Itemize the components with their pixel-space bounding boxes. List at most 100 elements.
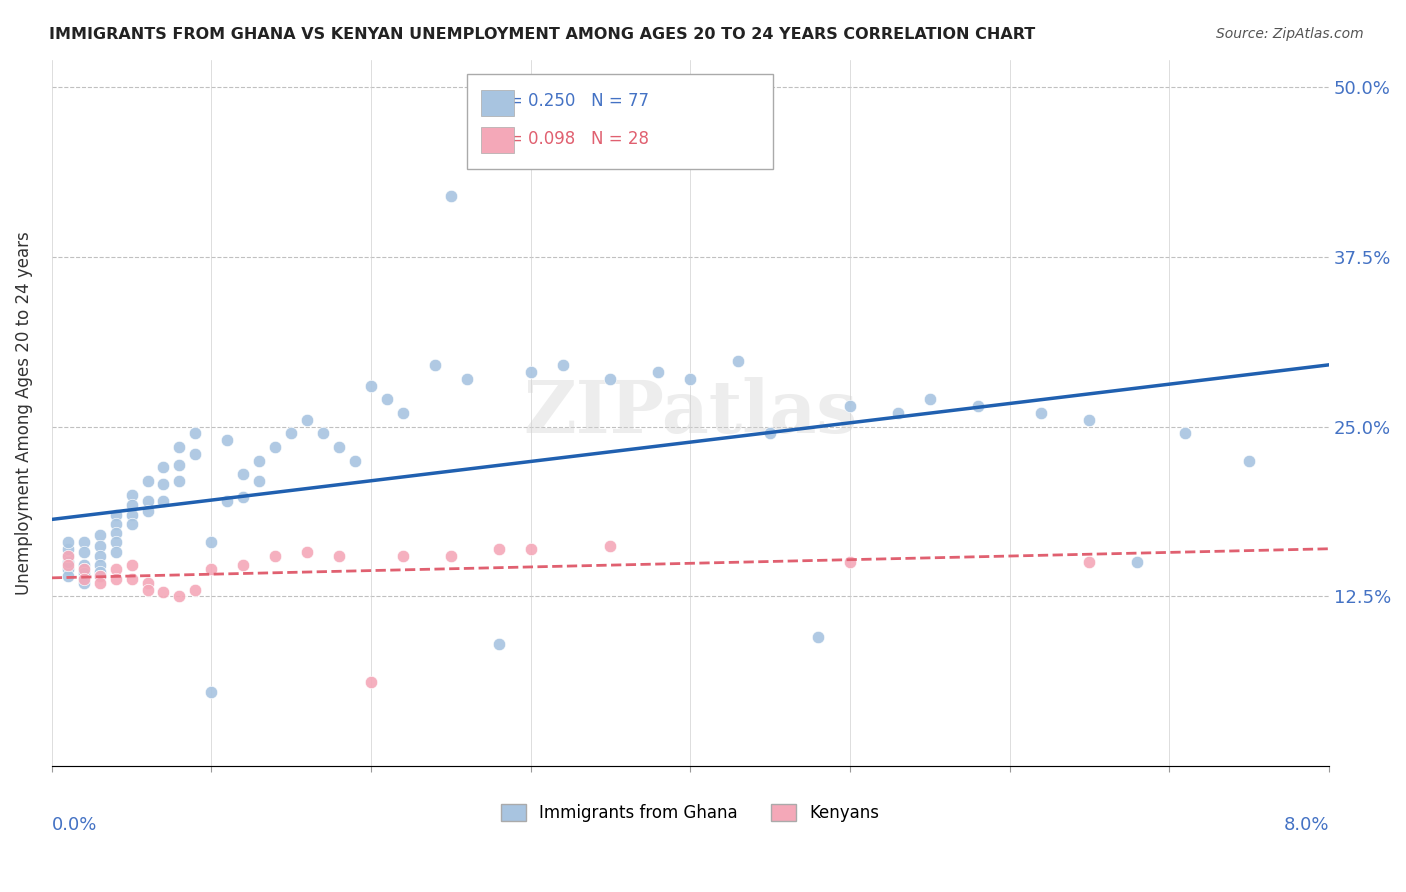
Point	[295, 544, 318, 558]
Point	[104, 508, 127, 522]
Point	[184, 582, 207, 597]
Point	[838, 399, 860, 413]
Text: Source: ZipAtlas.com: Source: ZipAtlas.com	[1216, 27, 1364, 41]
Point	[232, 490, 254, 504]
Point	[232, 558, 254, 573]
Point	[104, 572, 127, 586]
Point	[169, 590, 191, 604]
Point	[918, 392, 941, 407]
Point	[440, 188, 463, 202]
Point	[360, 675, 382, 690]
Point	[519, 365, 541, 379]
Point	[392, 406, 415, 420]
Point	[56, 541, 79, 556]
Point	[312, 426, 335, 441]
Point	[887, 406, 910, 420]
Point	[328, 549, 350, 563]
Point	[247, 474, 270, 488]
Point	[264, 549, 287, 563]
Point	[56, 569, 79, 583]
Point	[375, 392, 398, 407]
Text: R = 0.250   N = 77: R = 0.250 N = 77	[492, 92, 650, 110]
Point	[152, 494, 174, 508]
Point	[73, 562, 96, 576]
Point	[89, 549, 111, 563]
Point	[89, 528, 111, 542]
Point	[217, 494, 239, 508]
Point	[838, 556, 860, 570]
Point	[200, 535, 222, 549]
Point	[647, 365, 669, 379]
Text: R = 0.098   N = 28: R = 0.098 N = 28	[492, 129, 650, 148]
Point	[136, 494, 159, 508]
FancyBboxPatch shape	[481, 127, 515, 153]
Point	[121, 572, 143, 586]
Point	[488, 637, 510, 651]
Point	[184, 426, 207, 441]
Point	[360, 378, 382, 392]
Point	[488, 541, 510, 556]
Text: 8.0%: 8.0%	[1284, 816, 1329, 834]
Point	[121, 499, 143, 513]
Point	[89, 569, 111, 583]
Point	[264, 440, 287, 454]
Point	[392, 549, 415, 563]
Point	[679, 372, 702, 386]
Point	[1078, 556, 1101, 570]
Point	[966, 399, 988, 413]
Point	[73, 566, 96, 581]
Point	[89, 569, 111, 583]
Point	[136, 575, 159, 590]
Point	[73, 544, 96, 558]
Point	[89, 575, 111, 590]
Point	[89, 565, 111, 579]
Point	[152, 476, 174, 491]
Point	[727, 354, 749, 368]
Point	[328, 440, 350, 454]
Point	[169, 440, 191, 454]
Y-axis label: Unemployment Among Ages 20 to 24 years: Unemployment Among Ages 20 to 24 years	[15, 231, 32, 595]
Point	[104, 544, 127, 558]
Point	[136, 474, 159, 488]
Point	[456, 372, 478, 386]
Point	[759, 426, 782, 441]
Point	[1174, 426, 1197, 441]
Point	[73, 572, 96, 586]
Point	[56, 558, 79, 573]
Point	[1031, 406, 1053, 420]
Point	[56, 549, 79, 563]
Point	[56, 549, 79, 563]
Point	[1078, 413, 1101, 427]
Point	[136, 582, 159, 597]
Point	[121, 558, 143, 573]
Point	[104, 562, 127, 576]
Point	[136, 504, 159, 518]
Point	[104, 525, 127, 540]
Point	[200, 562, 222, 576]
Point	[89, 539, 111, 553]
Text: IMMIGRANTS FROM GHANA VS KENYAN UNEMPLOYMENT AMONG AGES 20 TO 24 YEARS CORRELATI: IMMIGRANTS FROM GHANA VS KENYAN UNEMPLOY…	[49, 27, 1035, 42]
Point	[440, 549, 463, 563]
Text: ZIPatlas: ZIPatlas	[523, 377, 858, 449]
Point	[73, 575, 96, 590]
Point	[104, 517, 127, 532]
Point	[280, 426, 302, 441]
Point	[344, 453, 367, 467]
Point	[152, 460, 174, 475]
Point	[56, 556, 79, 570]
Point	[56, 562, 79, 576]
Point	[73, 535, 96, 549]
Point	[152, 585, 174, 599]
Point	[200, 684, 222, 698]
Point	[73, 562, 96, 576]
FancyBboxPatch shape	[467, 74, 773, 169]
Point	[551, 359, 574, 373]
Point	[184, 447, 207, 461]
Point	[232, 467, 254, 482]
Point	[217, 433, 239, 447]
FancyBboxPatch shape	[481, 90, 515, 116]
Point	[247, 453, 270, 467]
Point	[169, 458, 191, 472]
Point	[73, 572, 96, 586]
Point	[807, 630, 830, 644]
